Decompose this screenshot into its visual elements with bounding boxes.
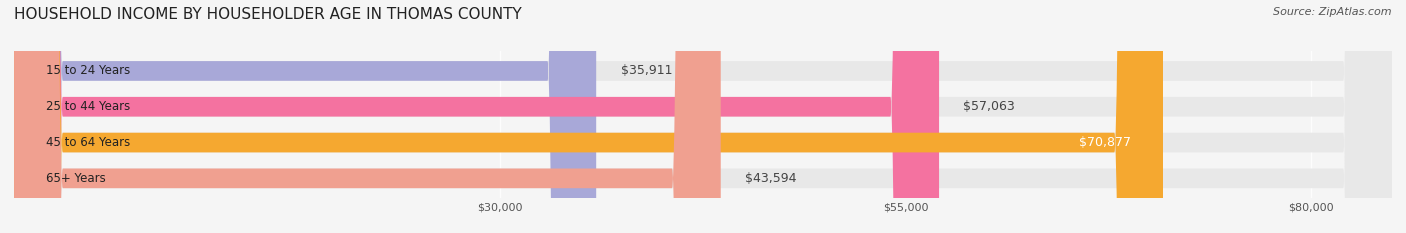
FancyBboxPatch shape [14,0,721,233]
Text: 65+ Years: 65+ Years [46,172,107,185]
FancyBboxPatch shape [14,0,1392,233]
Text: $43,594: $43,594 [745,172,797,185]
FancyBboxPatch shape [14,0,596,233]
Text: $70,877: $70,877 [1078,136,1130,149]
FancyBboxPatch shape [14,0,1392,233]
FancyBboxPatch shape [14,0,939,233]
Text: 45 to 64 Years: 45 to 64 Years [46,136,131,149]
Text: HOUSEHOLD INCOME BY HOUSEHOLDER AGE IN THOMAS COUNTY: HOUSEHOLD INCOME BY HOUSEHOLDER AGE IN T… [14,7,522,22]
FancyBboxPatch shape [14,0,1392,233]
FancyBboxPatch shape [14,0,1163,233]
Text: $35,911: $35,911 [620,65,672,77]
FancyBboxPatch shape [14,0,1392,233]
Text: 25 to 44 Years: 25 to 44 Years [46,100,131,113]
Text: 15 to 24 Years: 15 to 24 Years [46,65,131,77]
Text: $57,063: $57,063 [963,100,1015,113]
Text: Source: ZipAtlas.com: Source: ZipAtlas.com [1274,7,1392,17]
